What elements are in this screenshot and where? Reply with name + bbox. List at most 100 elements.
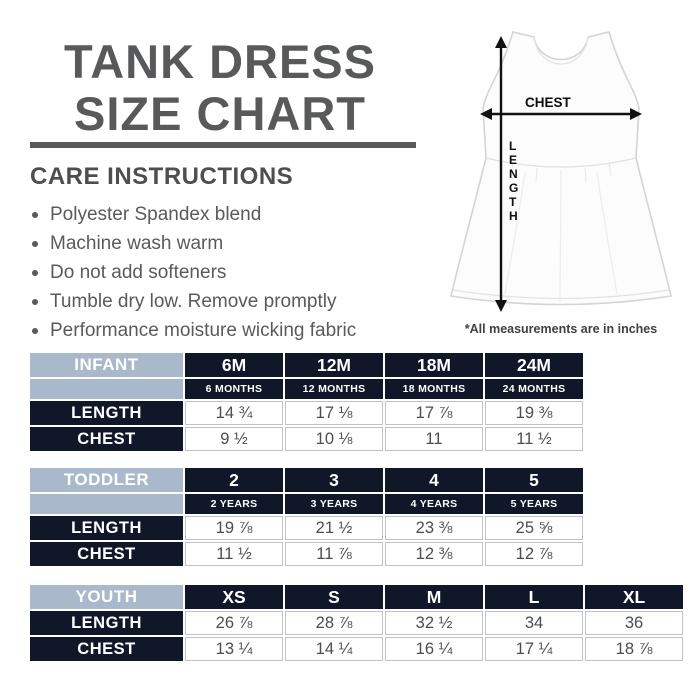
- chest-value: 11: [385, 427, 483, 451]
- page-title-line2: SIZE CHART: [74, 87, 366, 140]
- chest-row-label: CHEST: [30, 637, 183, 661]
- chest-value: 16 ¼: [385, 637, 483, 661]
- svg-text:E: E: [509, 153, 517, 167]
- care-item-label: Performance moisture wicking fabric: [50, 319, 357, 341]
- svg-text:G: G: [509, 181, 518, 195]
- empty-group-cell: [30, 494, 183, 514]
- care-instructions-heading: CARE INSTRUCTIONS: [30, 163, 294, 190]
- length-measure-label: L E N G T H: [509, 139, 518, 223]
- chest-value: 9 ½: [185, 427, 283, 451]
- chest-arrow-icon: [480, 108, 642, 120]
- toddler-length-row: LENGTH 19 ⅞ 21 ½ 23 ⅜ 25 ⅝: [30, 516, 583, 540]
- youth-chest-row: CHEST 13 ¼ 14 ¼ 16 ¼ 17 ¼ 18 ⅞: [30, 637, 683, 661]
- size-column-header: 5: [485, 468, 583, 492]
- care-item-label: Polyester Spandex blend: [50, 203, 262, 225]
- length-value: 17 ⅞: [385, 401, 483, 425]
- chest-value: 17 ¼: [485, 637, 583, 661]
- chest-row-label: CHEST: [30, 542, 183, 566]
- bullet-icon: [32, 211, 38, 218]
- chest-value: 14 ¼: [285, 637, 383, 661]
- dress-silhouette: [450, 31, 672, 306]
- size-column-header: 2: [185, 468, 283, 492]
- size-column-header: 18M: [385, 353, 483, 377]
- length-value: 34: [485, 611, 583, 635]
- care-item: Polyester Spandex blend: [32, 200, 432, 229]
- care-item-label: Machine wash warm: [50, 232, 224, 254]
- care-item: Tumble dry low. Remove promptly: [32, 287, 432, 316]
- length-value: 23 ⅜: [385, 516, 483, 540]
- chest-value: 12 ⅞: [485, 542, 583, 566]
- dress-measurement-figure: CHEST L E N G T H: [433, 10, 689, 323]
- chest-value: 13 ¼: [185, 637, 283, 661]
- toddler-header-row: TODDLER 2 3 4 5: [30, 468, 583, 492]
- care-instructions-list: Polyester Spandex blend Machine wash war…: [32, 200, 432, 345]
- chest-row-label: CHEST: [30, 427, 183, 451]
- svg-text:T: T: [509, 195, 517, 209]
- length-arrow-icon: [495, 36, 507, 312]
- infant-size-table: INFANT 6M 12M 18M 24M 6 MONTHS 12 MONTHS…: [28, 351, 585, 453]
- bullet-icon: [32, 327, 38, 334]
- infant-subtitle-row: 6 MONTHS 12 MONTHS 18 MONTHS 24 MONTHS: [30, 379, 583, 399]
- size-subtitle: 4 YEARS: [385, 494, 483, 514]
- measurements-units-note: *All measurements are in inches: [464, 322, 658, 336]
- length-value: 19 ⅜: [485, 401, 583, 425]
- chest-value: 10 ⅛: [285, 427, 383, 451]
- size-column-header: 6M: [185, 353, 283, 377]
- size-subtitle: 6 MONTHS: [185, 379, 283, 399]
- length-value: 32 ½: [385, 611, 483, 635]
- size-column-header: XS: [185, 585, 283, 609]
- chest-value: 11 ⅞: [285, 542, 383, 566]
- infant-chest-row: CHEST 9 ½ 10 ⅛ 11 11 ½: [30, 427, 583, 451]
- length-value: 17 ⅛: [285, 401, 383, 425]
- toddler-group-label: TODDLER: [30, 468, 183, 492]
- size-subtitle: 3 YEARS: [285, 494, 383, 514]
- chest-value: 11 ½: [185, 542, 283, 566]
- size-column-header: 12M: [285, 353, 383, 377]
- chest-value: 18 ⅞: [585, 637, 683, 661]
- chest-value: 12 ⅜: [385, 542, 483, 566]
- size-column-header: L: [485, 585, 583, 609]
- size-column-header: 24M: [485, 353, 583, 377]
- care-item: Do not add softeners: [32, 258, 432, 287]
- care-item-label: Do not add softeners: [50, 261, 227, 283]
- length-row-label: LENGTH: [30, 516, 183, 540]
- toddler-chest-row: CHEST 11 ½ 11 ⅞ 12 ⅜ 12 ⅞: [30, 542, 583, 566]
- title-underline: [30, 142, 416, 148]
- infant-group-label: INFANT: [30, 353, 183, 377]
- size-column-header: 4: [385, 468, 483, 492]
- length-value: 19 ⅞: [185, 516, 283, 540]
- length-value: 14 ¾: [185, 401, 283, 425]
- care-item: Machine wash warm: [32, 229, 432, 258]
- svg-text:L: L: [509, 139, 516, 153]
- tank-dress-illustration: CHEST L E N G T H: [450, 31, 672, 312]
- page-title: TANK DRESS SIZE CHART: [22, 36, 418, 140]
- care-item-label: Tumble dry low. Remove promptly: [50, 290, 337, 312]
- size-subtitle: 2 YEARS: [185, 494, 283, 514]
- care-item: Performance moisture wicking fabric: [32, 316, 432, 345]
- svg-text:N: N: [509, 167, 518, 181]
- bullet-icon: [32, 240, 38, 247]
- length-row-label: LENGTH: [30, 401, 183, 425]
- length-value: 36: [585, 611, 683, 635]
- length-value: 21 ½: [285, 516, 383, 540]
- length-row-label: LENGTH: [30, 611, 183, 635]
- page-title-line1: TANK DRESS: [63, 35, 377, 88]
- toddler-size-table: TODDLER 2 3 4 5 2 YEARS 3 YEARS 4 YEARS …: [28, 466, 585, 568]
- chest-value: 11 ½: [485, 427, 583, 451]
- size-column-header: S: [285, 585, 383, 609]
- youth-header-row: YOUTH XS S M L XL: [30, 585, 683, 609]
- toddler-subtitle-row: 2 YEARS 3 YEARS 4 YEARS 5 YEARS: [30, 494, 583, 514]
- size-subtitle: 5 YEARS: [485, 494, 583, 514]
- size-column-header: XL: [585, 585, 683, 609]
- youth-group-label: YOUTH: [30, 585, 183, 609]
- size-column-header: 3: [285, 468, 383, 492]
- length-value: 26 ⅞: [185, 611, 283, 635]
- length-value: 25 ⅝: [485, 516, 583, 540]
- youth-length-row: LENGTH 26 ⅞ 28 ⅞ 32 ½ 34 36: [30, 611, 683, 635]
- size-subtitle: 24 MONTHS: [485, 379, 583, 399]
- size-subtitle: 12 MONTHS: [285, 379, 383, 399]
- infant-header-row: INFANT 6M 12M 18M 24M: [30, 353, 583, 377]
- size-subtitle: 18 MONTHS: [385, 379, 483, 399]
- bullet-icon: [32, 298, 38, 305]
- length-value: 28 ⅞: [285, 611, 383, 635]
